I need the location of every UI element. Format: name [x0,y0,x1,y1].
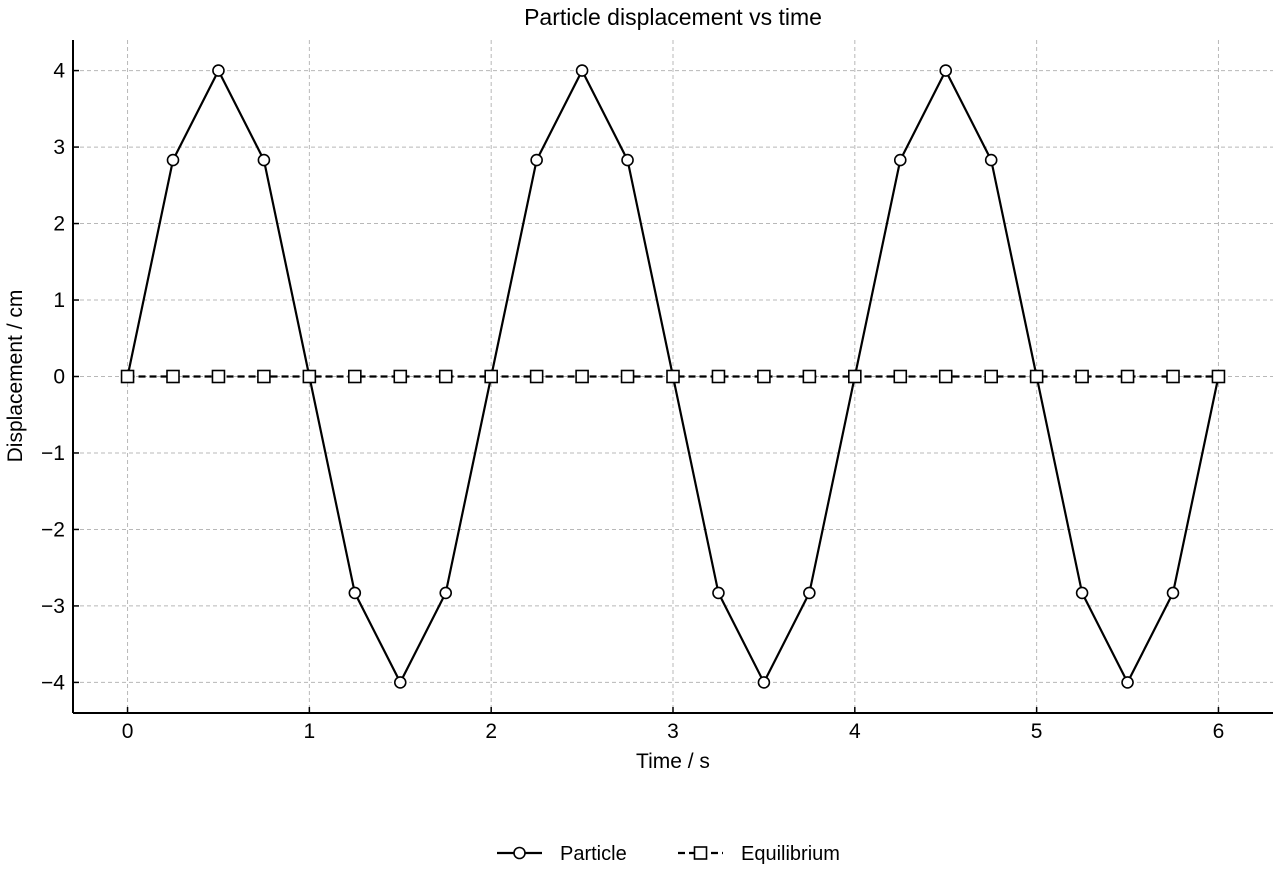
point-particle-10 [575,64,589,77]
y-tick-label-8: −4 [41,671,65,694]
point-particle-18 [939,64,953,77]
point-particle-15 [803,586,816,600]
tick-labels: 0 1 2 3 4 5 6 4 3 2 1 0 −1 −2 −3 −4 [41,60,1224,743]
x-tick-label-2: 2 [485,720,497,743]
point-equilibrium-16 [848,369,862,384]
point-equilibrium-6 [393,369,408,384]
point-particle-22 [1121,676,1134,689]
legend-label-equilibrium: Equilibrium [741,843,840,865]
point-equilibrium-3 [257,369,271,384]
legend-marker-particle [513,846,526,860]
legend-marker-equilibrium [693,846,708,860]
point-equilibrium-14 [757,369,771,384]
series-layer [120,64,1226,689]
point-equilibrium-20 [1029,369,1044,384]
point-particle-6 [393,676,407,689]
point-equilibrium-17 [893,369,908,384]
point-equilibrium-2 [211,369,226,384]
point-equilibrium-0 [120,369,135,384]
y-tick-label-6: −2 [41,518,65,541]
point-particle-1 [166,153,180,167]
point-particle-14 [757,676,771,689]
point-particle-5 [348,586,362,600]
point-equilibrium-21 [1075,369,1089,384]
point-particle-11 [621,153,634,167]
point-equilibrium-12 [666,369,680,384]
point-particle-19 [984,153,998,167]
point-particle-9 [530,153,543,167]
x-tick-label-3: 3 [667,720,679,743]
y-tick-label-2: 2 [53,213,65,236]
point-equilibrium-10 [575,369,589,384]
chart-title: Particle displacement vs time [524,4,822,30]
legend-item-particle: Particle [497,843,627,865]
point-equilibrium-5 [348,369,362,384]
point-particle-2 [212,64,225,77]
point-equilibrium-18 [938,369,953,384]
y-axis-title: Displacement / cm [4,290,27,463]
axes [72,40,1273,714]
x-tick-label-1: 1 [304,720,316,743]
point-equilibrium-22 [1120,369,1135,384]
point-particle-21 [1075,586,1089,600]
legend: Particle Equilibrium [497,843,840,865]
point-equilibrium-1 [166,369,180,384]
point-equilibrium-7 [438,369,453,384]
legend-item-equilibrium: Equilibrium [678,843,840,865]
point-particle-23 [1166,586,1180,600]
point-equilibrium-23 [1166,369,1180,384]
x-axis-title: Time / s [636,750,710,773]
point-equilibrium-19 [984,369,998,384]
series-equilibrium [120,369,1226,384]
y-tick-label-3: 1 [53,289,65,312]
point-equilibrium-11 [620,369,635,384]
y-tick-label-1: 3 [53,136,65,159]
point-equilibrium-24 [1211,369,1226,384]
point-equilibrium-13 [711,369,726,384]
point-equilibrium-9 [529,369,544,384]
y-tick-label-4: 0 [53,366,65,389]
point-equilibrium-8 [484,369,498,384]
x-tick-label-6: 6 [1213,720,1225,743]
y-tick-label-7: −3 [41,595,65,618]
y-tick-label-0: 4 [53,60,65,83]
x-tick-label-5: 5 [1031,720,1043,743]
x-tick-label-4: 4 [849,720,861,743]
legend-label-particle: Particle [560,843,627,865]
point-particle-17 [893,153,907,167]
point-equilibrium-15 [802,369,817,384]
point-particle-13 [712,586,725,600]
x-tick-label-0: 0 [122,720,134,743]
y-tick-label-5: −1 [41,442,65,465]
point-equilibrium-4 [302,369,317,384]
point-particle-7 [439,586,453,600]
point-particle-3 [257,153,271,167]
